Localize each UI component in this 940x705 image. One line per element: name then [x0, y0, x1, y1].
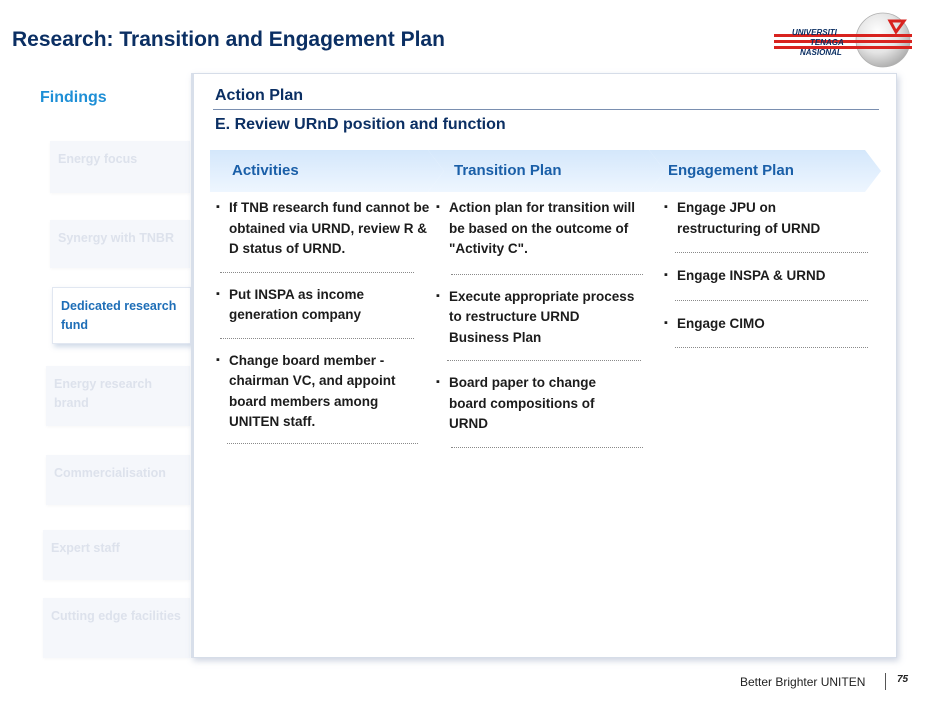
column-header-engagement: Engagement Plan — [668, 162, 794, 179]
findings-heading: Findings — [40, 89, 107, 106]
bullet-square-icon: ▪ — [216, 287, 220, 300]
logo-text-1: UNIVERSITI — [792, 28, 838, 37]
column-header-activities: Activities — [232, 162, 299, 179]
bullet-square-icon: ▪ — [664, 201, 668, 213]
bullet-square-icon: ▪ — [436, 376, 440, 388]
panel-divider — [213, 109, 879, 110]
list-item-text: Engage JPU on restructuring of URND — [677, 200, 821, 236]
finding-item-synergy[interactable]: Synergy with TNBR — [50, 220, 190, 268]
list-item-text: Board paper to change board compositions… — [449, 375, 597, 431]
item-separator — [447, 360, 641, 361]
finding-item-dedicated-fund[interactable]: Dedicated research fund — [52, 287, 191, 344]
list-item: ▪ Board paper to change board compositio… — [435, 373, 635, 435]
list-item-text: Engage CIMO — [677, 315, 765, 331]
page-title: Research: Transition and Engagement Plan — [12, 28, 445, 51]
uniten-logo-icon: UNIVERSITI TENAGA NASIONAL — [774, 12, 912, 68]
item-separator — [220, 271, 414, 273]
column-header-transition: Transition Plan — [454, 162, 562, 179]
footer-tagline: Better Brighter UNITEN — [740, 675, 866, 689]
item-separator — [675, 252, 868, 253]
transition-column: ▪ Action plan for transition will be bas… — [435, 198, 643, 448]
list-item: ▪ If TNB research fund cannot be obtaine… — [215, 198, 430, 260]
item-separator — [220, 337, 414, 339]
finding-item-commercialisation[interactable]: Commercialisation — [46, 455, 190, 505]
bullet-square-icon: ▪ — [436, 201, 440, 213]
list-item-text: Put INSPA as income generation company — [229, 286, 365, 323]
finding-item-energy-brand[interactable]: Energy research brand — [46, 366, 190, 426]
logo-text-3: NASIONAL — [800, 48, 842, 57]
finding-item-cutting-edge[interactable]: Cutting edge facilities — [43, 598, 190, 658]
list-item-text: Change board member - chairman VC, and a… — [229, 352, 396, 430]
list-item: ▪ Put INSPA as income generation company — [215, 285, 430, 326]
bullet-square-icon: ▪ — [216, 201, 220, 213]
finding-item-energy-focus[interactable]: Energy focus — [50, 141, 190, 193]
page-number: 75 — [897, 674, 909, 685]
engagement-column: ▪ Engage JPU on restructuring of URND ▪ … — [663, 198, 868, 348]
footer-divider — [885, 673, 886, 690]
item-separator — [451, 446, 643, 448]
chevron-engagement — [649, 150, 881, 192]
list-item-text: Execute appropriate process to restructu… — [449, 288, 635, 345]
list-item-text: Action plan for transition will be based… — [449, 200, 636, 256]
chevron-transition — [428, 150, 665, 192]
bullet-square-icon: ▪ — [664, 269, 668, 281]
item-separator — [451, 273, 643, 275]
panel-subtitle: E. Review URnD position and function — [215, 116, 506, 133]
panel-title: Action Plan — [215, 87, 304, 104]
list-item-text: If TNB research fund cannot be obtained … — [229, 200, 430, 256]
list-item: ▪ Change board member - chairman VC, and… — [215, 351, 430, 433]
list-item: ▪ Engage INSPA & URND — [663, 266, 863, 287]
activities-column: ▪ If TNB research fund cannot be obtaine… — [215, 198, 430, 444]
list-item-text: Engage INSPA & URND — [677, 268, 826, 283]
bullet-square-icon: ▪ — [216, 353, 220, 366]
chevron-activities — [210, 150, 444, 192]
list-item: ▪ Action plan for transition will be bas… — [435, 198, 635, 260]
item-separator — [675, 299, 868, 301]
list-item: ▪ Engage JPU on restructuring of URND — [663, 198, 863, 239]
bullet-square-icon: ▪ — [664, 316, 668, 329]
bullet-square-icon: ▪ — [436, 289, 440, 302]
list-item: ▪ Execute appropriate process to restruc… — [435, 287, 635, 349]
item-separator — [675, 347, 868, 348]
item-separator — [227, 442, 418, 444]
list-item: ▪ Engage CIMO — [663, 314, 863, 335]
finding-item-expert-staff[interactable]: Expert staff — [43, 530, 190, 580]
logo-text-2: TENAGA — [810, 38, 844, 47]
